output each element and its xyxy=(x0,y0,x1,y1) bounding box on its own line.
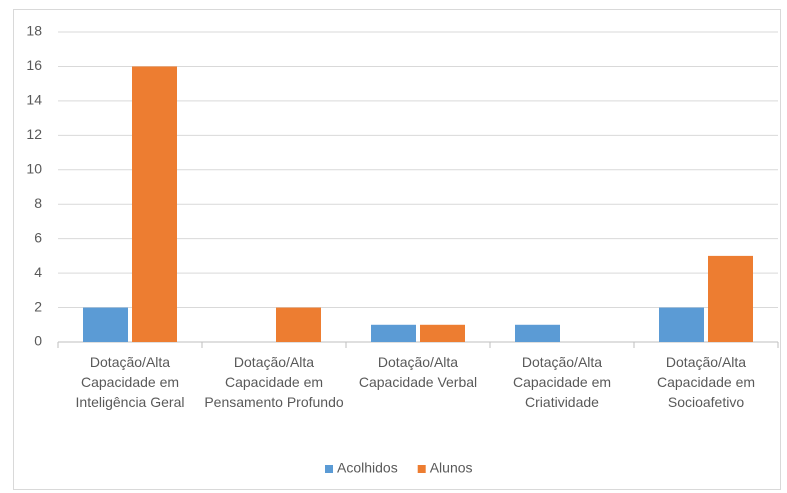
bar xyxy=(83,307,128,342)
y-tick-label: 0 xyxy=(34,333,42,349)
y-tick-label: 14 xyxy=(26,92,42,108)
legend-label: Alunos xyxy=(430,460,473,476)
x-tick-label: Dotação/Alta Capacidade Verbal xyxy=(358,354,478,390)
bar xyxy=(420,324,465,342)
y-tick-label: 16 xyxy=(26,57,42,73)
bar xyxy=(708,255,753,342)
x-tick-label: Dotação/Alta Capacidade em Inteligência … xyxy=(75,354,185,410)
y-tick-label: 4 xyxy=(34,264,42,280)
bar xyxy=(276,307,321,342)
bar xyxy=(371,324,416,342)
legend-swatch xyxy=(325,465,333,473)
legend-swatch xyxy=(417,465,426,473)
bar xyxy=(515,324,560,342)
y-tick-label: 6 xyxy=(34,229,42,245)
bar xyxy=(659,307,704,342)
chart-frame xyxy=(13,9,781,490)
x-tick-label: Dotação/Alta Capacidade em Criatividade xyxy=(512,354,612,410)
legend-label: Acolhidos xyxy=(337,460,398,476)
y-tick-label: 2 xyxy=(34,298,42,314)
y-tick-label: 12 xyxy=(26,126,42,142)
y-tick-label: 18 xyxy=(26,23,42,39)
y-tick-label: 8 xyxy=(34,195,42,211)
y-tick-label: 10 xyxy=(26,160,42,176)
x-tick-label: Dotação/Alta Capacidade em Socioafetivo xyxy=(656,354,756,410)
x-tick-label: Dotação/Alta Capacidade em Pensamento Pr… xyxy=(204,354,344,410)
bar xyxy=(132,66,177,342)
